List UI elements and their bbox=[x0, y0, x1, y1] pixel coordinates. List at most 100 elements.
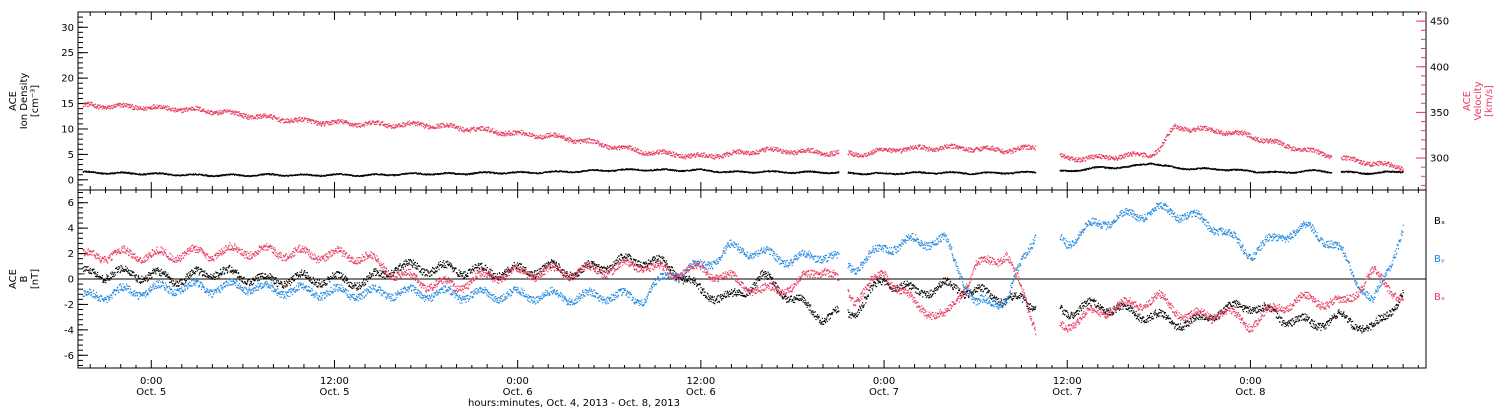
top-point bbox=[566, 139, 568, 142]
top-point bbox=[586, 170, 588, 172]
top-point bbox=[591, 139, 594, 141]
top-point bbox=[1121, 156, 1124, 158]
top-point bbox=[616, 149, 618, 151]
top-point bbox=[724, 152, 726, 154]
top-point bbox=[625, 146, 627, 148]
top-point bbox=[1264, 141, 1266, 143]
top-point bbox=[1003, 151, 1005, 153]
top-point bbox=[1115, 156, 1117, 158]
top-point bbox=[518, 131, 520, 134]
top-series-points bbox=[82, 162, 1404, 178]
top-point bbox=[132, 108, 134, 110]
top-point bbox=[227, 109, 229, 111]
top-point bbox=[816, 152, 818, 154]
top-point bbox=[233, 174, 236, 176]
top-point bbox=[183, 109, 186, 111]
top-point bbox=[527, 171, 529, 173]
top-point bbox=[889, 151, 891, 153]
top-point bbox=[795, 152, 797, 154]
top-point bbox=[194, 109, 197, 111]
top-point bbox=[1312, 147, 1314, 150]
top-point bbox=[550, 171, 552, 173]
top-point bbox=[216, 110, 218, 112]
top-point bbox=[485, 126, 487, 129]
top-point bbox=[861, 155, 863, 158]
top-point bbox=[995, 150, 997, 152]
top-point bbox=[1193, 128, 1195, 130]
top-point bbox=[689, 153, 691, 155]
top-point bbox=[549, 132, 552, 134]
top-right-ylabel: ACE Velocity [km/s] bbox=[1462, 81, 1495, 120]
top-point bbox=[140, 107, 142, 109]
top-point bbox=[890, 149, 893, 151]
top-point bbox=[515, 172, 518, 174]
top-point bbox=[437, 127, 439, 129]
top-point bbox=[1192, 129, 1194, 132]
top-point bbox=[919, 144, 921, 146]
top-point bbox=[1220, 130, 1222, 132]
top-point bbox=[1345, 159, 1347, 161]
top-point bbox=[154, 105, 156, 107]
top-point bbox=[1384, 163, 1386, 165]
top-point bbox=[581, 171, 583, 173]
top-point bbox=[918, 144, 920, 146]
top-point bbox=[1012, 149, 1014, 151]
top-point bbox=[875, 148, 877, 150]
top-point bbox=[711, 157, 713, 159]
top-point bbox=[105, 108, 108, 110]
top-point bbox=[773, 146, 775, 148]
top-point bbox=[675, 153, 677, 155]
top-point bbox=[162, 107, 164, 109]
top-point bbox=[97, 172, 99, 175]
top-point bbox=[1176, 127, 1178, 129]
top-point bbox=[266, 173, 268, 176]
top-point bbox=[98, 172, 100, 174]
top-point bbox=[457, 173, 459, 175]
top-point bbox=[253, 117, 255, 119]
top-point bbox=[1139, 155, 1141, 157]
top-point bbox=[383, 124, 385, 126]
top-point bbox=[501, 173, 503, 175]
top-point bbox=[641, 170, 644, 172]
top-point bbox=[148, 173, 150, 175]
top-point bbox=[215, 175, 217, 177]
top-point bbox=[303, 174, 305, 176]
top-point bbox=[175, 175, 177, 177]
top-point bbox=[891, 148, 893, 150]
top-point bbox=[432, 126, 434, 128]
top-point bbox=[1004, 152, 1006, 155]
top-point bbox=[139, 106, 141, 108]
top-point bbox=[1275, 141, 1277, 144]
top-point bbox=[500, 131, 502, 133]
top-point bbox=[130, 172, 132, 174]
top-point bbox=[286, 121, 288, 123]
top-point bbox=[505, 133, 507, 135]
top-point bbox=[281, 118, 283, 120]
top-point bbox=[375, 120, 377, 123]
top-point bbox=[612, 169, 614, 172]
top-point bbox=[747, 151, 749, 153]
top-point bbox=[318, 123, 320, 125]
top-point bbox=[1075, 161, 1077, 163]
top-point bbox=[546, 136, 548, 138]
top-point bbox=[793, 171, 795, 174]
top-point bbox=[769, 148, 772, 150]
top-point bbox=[409, 124, 411, 127]
top-point bbox=[1154, 153, 1156, 155]
top-point bbox=[1265, 140, 1267, 142]
top-point bbox=[1209, 128, 1211, 130]
top-point bbox=[243, 117, 245, 119]
top-point bbox=[188, 109, 190, 111]
top-point bbox=[653, 152, 655, 154]
top-point bbox=[1225, 135, 1227, 137]
top-point bbox=[204, 110, 206, 113]
top-point bbox=[669, 168, 672, 170]
top-point bbox=[317, 174, 319, 176]
top-point bbox=[244, 174, 246, 177]
top-point bbox=[217, 175, 219, 177]
top-point bbox=[177, 110, 180, 112]
top-point bbox=[544, 137, 546, 139]
top-point bbox=[1188, 130, 1190, 132]
top-point bbox=[900, 152, 902, 154]
top-point bbox=[454, 173, 457, 175]
